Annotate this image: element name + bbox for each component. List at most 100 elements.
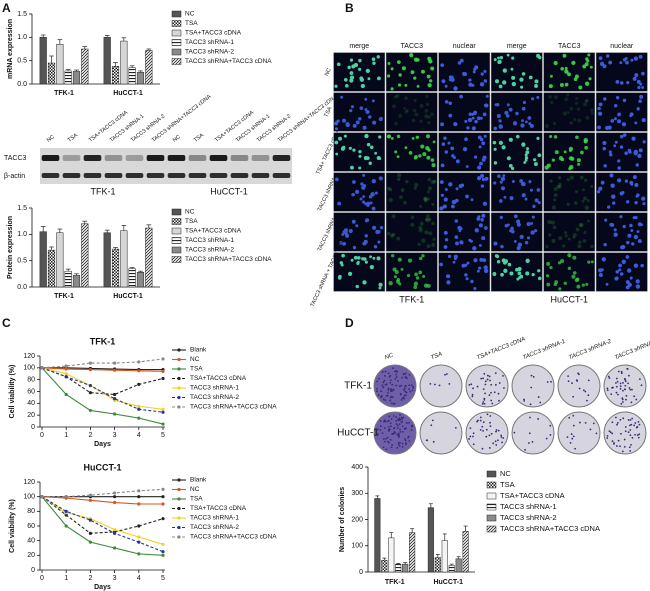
cell: [598, 56, 603, 61]
legend-label: NC: [500, 469, 511, 478]
colony: [486, 374, 489, 377]
cell: [531, 215, 535, 219]
cell: [376, 229, 381, 234]
cell: [552, 225, 557, 230]
cell: [536, 188, 541, 192]
cell: [369, 255, 372, 259]
legend-swatch: [486, 470, 497, 478]
colony: [488, 447, 491, 449]
cell: [606, 205, 611, 209]
cell: [453, 257, 457, 261]
cell: [634, 200, 638, 205]
cell: [633, 234, 639, 240]
colony: [529, 416, 531, 419]
cell: [480, 218, 484, 222]
colony: [408, 440, 411, 442]
cell: [519, 179, 524, 183]
cell: [498, 124, 503, 129]
cell: [572, 271, 577, 275]
series-line: [41, 496, 164, 556]
colony: [493, 391, 496, 394]
panel-label: D: [345, 316, 354, 330]
colony: [391, 383, 394, 386]
colony: [399, 418, 402, 421]
cell: [623, 133, 627, 137]
cell: [446, 274, 451, 279]
cell: [574, 101, 579, 105]
cell: [549, 179, 553, 183]
colony: [396, 370, 399, 373]
cell: [624, 151, 628, 155]
y-tick-label: 0.5: [17, 258, 27, 265]
cell: [423, 283, 429, 288]
micrograph: [385, 92, 438, 132]
colony: [392, 415, 395, 417]
cell: [506, 103, 510, 107]
cell: [500, 272, 504, 277]
colony: [394, 378, 397, 380]
cell: [365, 218, 370, 223]
cell: [397, 257, 402, 262]
legend-marker: [177, 535, 181, 539]
colony: [498, 382, 501, 384]
colony: [611, 421, 614, 424]
point: [137, 382, 141, 386]
cell: [637, 239, 642, 244]
cell: [401, 66, 406, 71]
cell: [617, 166, 621, 170]
y-tick-label: 40: [27, 400, 35, 407]
cell: [560, 67, 564, 71]
point: [113, 500, 117, 505]
colony: [502, 437, 505, 439]
plate-row-label: HuCCT-1: [337, 428, 379, 439]
cell: [597, 106, 601, 111]
legend-label: TACC3 shRNA+TACC3 cDNA: [500, 524, 600, 533]
error-bar: [121, 37, 127, 42]
cell: [605, 54, 610, 58]
cell: [545, 244, 549, 249]
cell: [451, 199, 457, 205]
cell: [564, 66, 568, 70]
y-tick-label: 20: [27, 552, 35, 559]
colony: [382, 420, 385, 423]
legend-label: Blank: [190, 347, 207, 354]
cell: [553, 95, 558, 100]
colony: [619, 382, 622, 385]
colony: [404, 376, 407, 378]
cell: [634, 215, 638, 220]
y-tick-label: 0: [31, 424, 35, 431]
point: [88, 408, 92, 413]
cell: [420, 221, 424, 226]
legend-label: TSA: [190, 366, 203, 373]
cell: [477, 165, 482, 170]
cell: [406, 273, 411, 278]
colony: [408, 373, 411, 376]
cell: [357, 256, 361, 260]
cell: [439, 180, 444, 184]
y-tick-label: 60: [27, 388, 35, 395]
cell: [621, 259, 626, 265]
cell: [619, 215, 623, 219]
point: [88, 368, 92, 372]
cell: [455, 241, 459, 246]
legend-swatch: [171, 29, 182, 37]
cell: [414, 182, 419, 188]
cell: [573, 118, 577, 122]
cell: [362, 280, 367, 285]
colony: [404, 390, 407, 393]
bar: [56, 232, 64, 288]
cell: [466, 126, 470, 130]
colony: [390, 402, 393, 404]
colony: [393, 430, 396, 433]
cell: [480, 173, 485, 178]
cell: [521, 106, 526, 111]
cell: [636, 79, 641, 84]
colony: [448, 383, 451, 385]
colony: [429, 382, 432, 385]
colony: [483, 372, 486, 375]
cell: [428, 59, 433, 64]
colony: [586, 399, 588, 402]
cell: [400, 267, 404, 271]
colony: [401, 442, 404, 445]
cell: [453, 121, 458, 127]
